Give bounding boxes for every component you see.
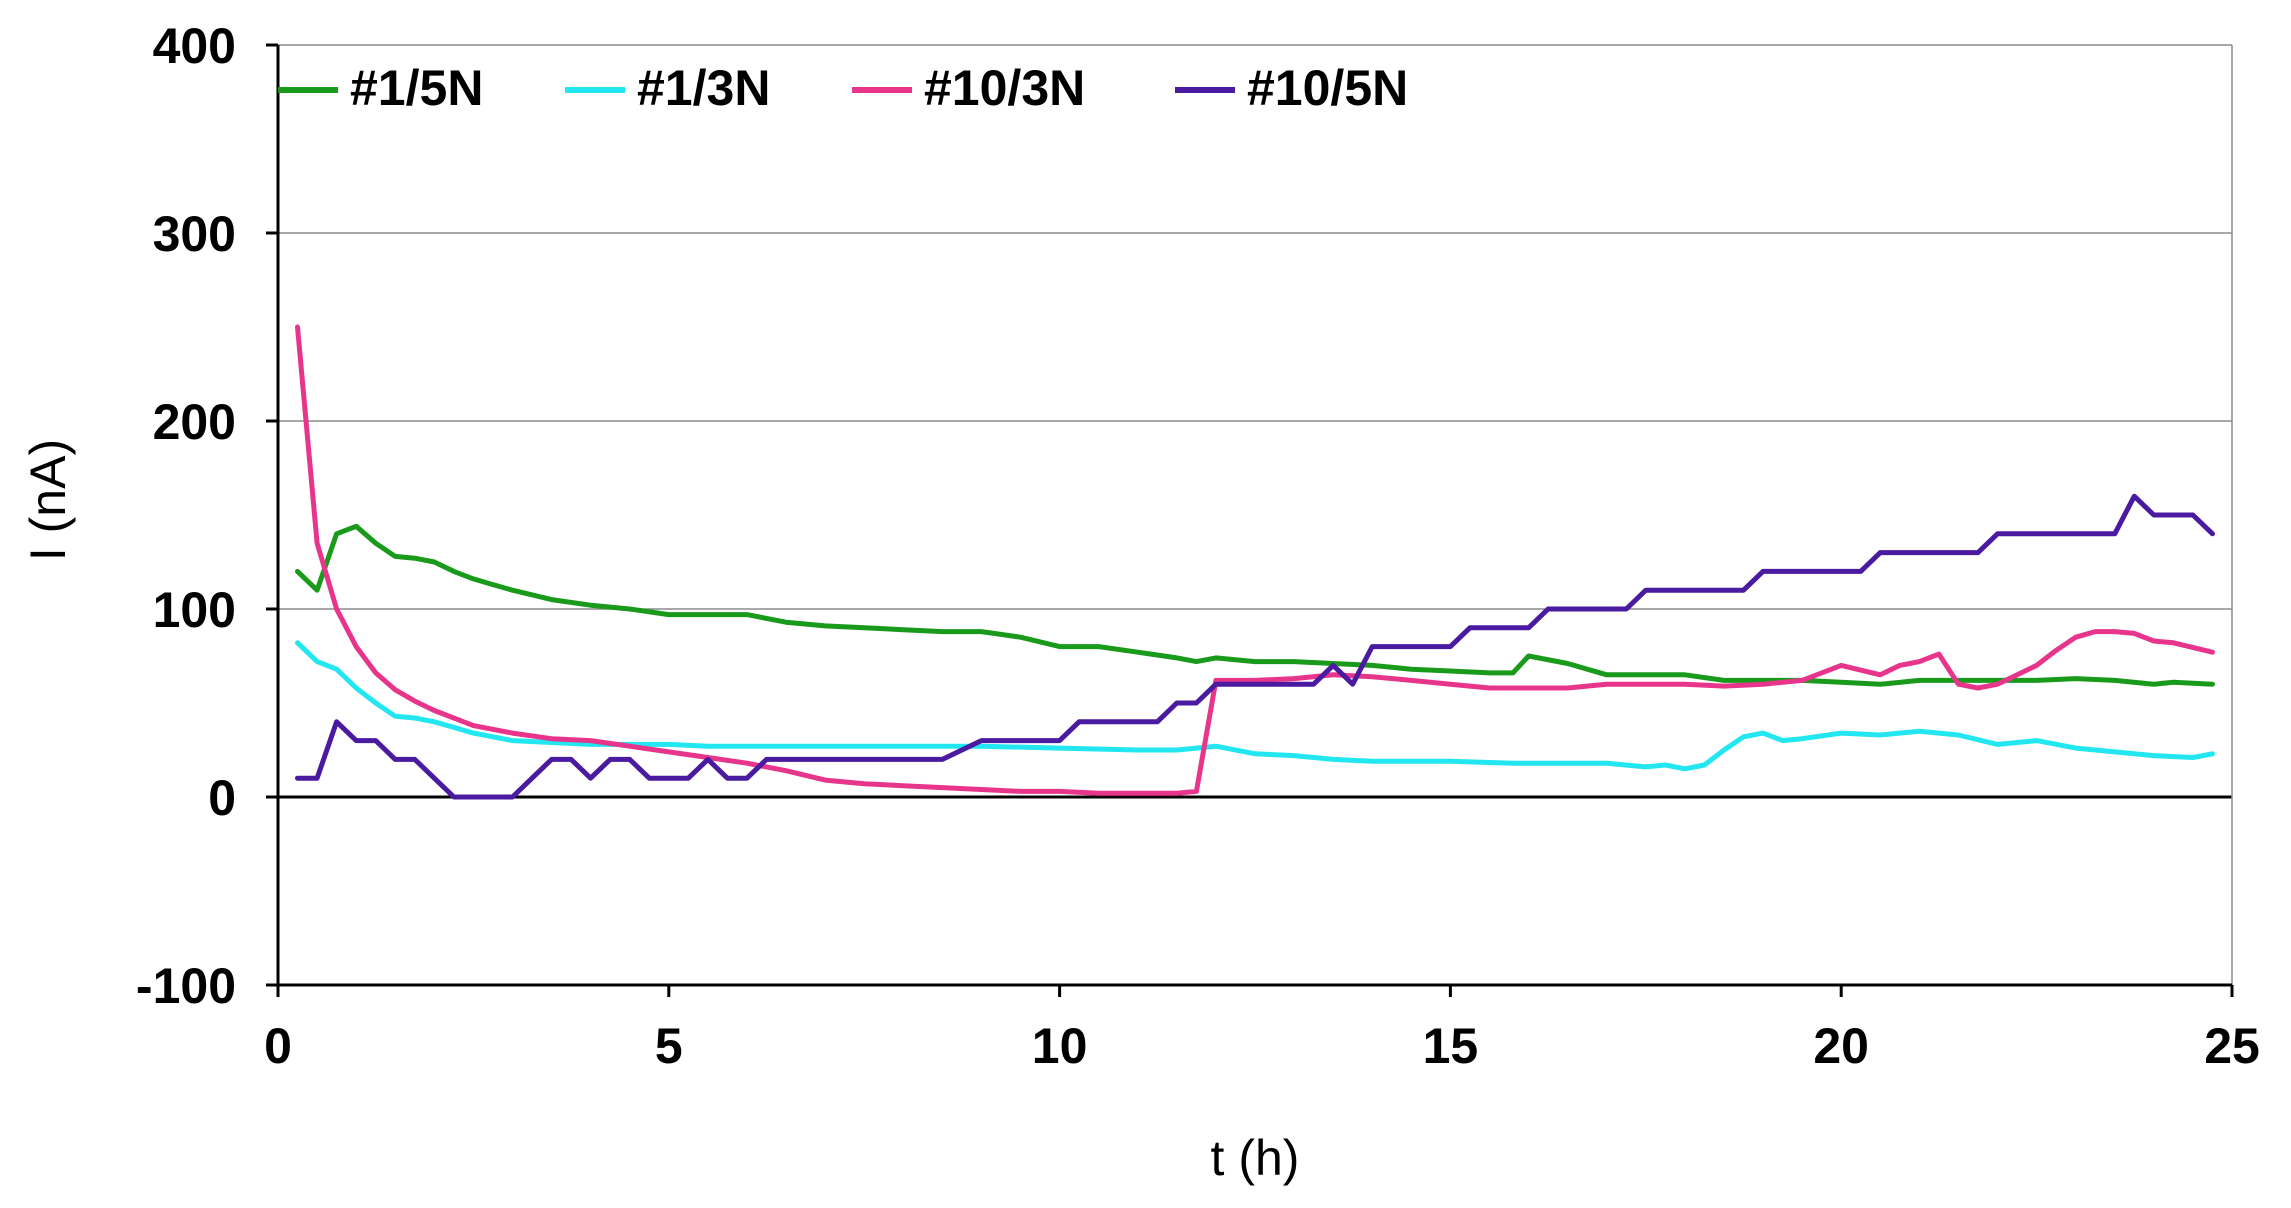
x-tick-label: 5 xyxy=(655,1018,683,1074)
x-tick-label: 0 xyxy=(264,1018,292,1074)
x-tick-label: 15 xyxy=(1423,1018,1479,1074)
axes xyxy=(266,43,2234,997)
y-tick-label: 100 xyxy=(153,582,236,638)
x-tick-label: 25 xyxy=(2204,1018,2260,1074)
y-tick-label: -100 xyxy=(136,958,236,1014)
x-tick-label: 10 xyxy=(1032,1018,1088,1074)
series-line-2 xyxy=(295,640,2215,772)
legend-label: #1/5N xyxy=(350,60,483,116)
series-lines xyxy=(295,324,2215,800)
series-line-4 xyxy=(295,493,2215,800)
y-tick-label: 0 xyxy=(208,770,236,826)
y-tick-label: 400 xyxy=(153,18,236,74)
legend: #1/5N #1/3N #10/3N #10/5N xyxy=(278,60,1408,116)
legend-label: #1/3N xyxy=(637,60,770,116)
legend-label: #10/5N xyxy=(1247,60,1408,116)
y-tick-label: 300 xyxy=(153,206,236,262)
tick-labels: 400 300 200 100 0 -100 0 5 10 15 20 25 xyxy=(136,18,2260,1074)
legend-label: #10/3N xyxy=(924,60,1085,116)
y-axis-title: I (nA) xyxy=(20,439,76,561)
x-tick-label: 20 xyxy=(1813,1018,1869,1074)
gridlines xyxy=(278,44,2232,799)
series-line-3 xyxy=(295,324,2215,796)
y-tick-label: 200 xyxy=(153,394,236,450)
x-axis-title: t (h) xyxy=(1211,1130,1300,1186)
series-line-1 xyxy=(295,523,2215,687)
